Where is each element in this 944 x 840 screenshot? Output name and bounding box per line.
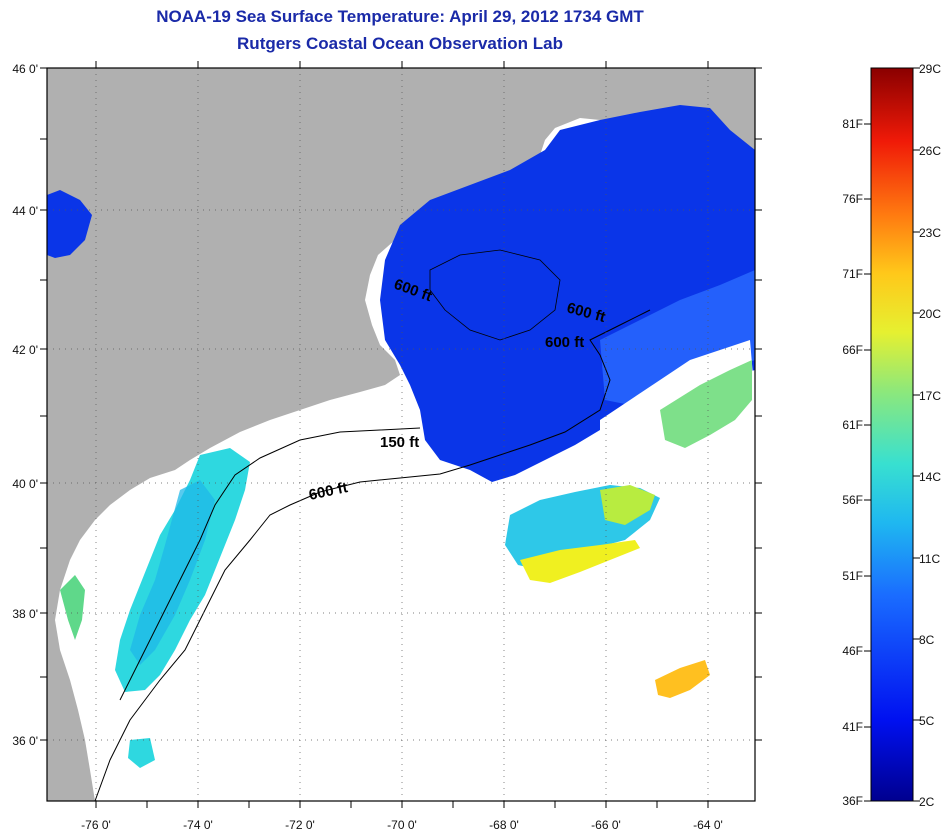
colorbar-f-label: 51F [842,569,863,583]
colorbar-c-label: 23C [919,226,941,240]
colorbar-c-label: 29C [919,62,941,76]
colorbar-f-label: 61F [842,418,863,432]
lon-label-74: -74 0' [183,818,213,832]
bathymetry-contour-gom [429,249,561,341]
lat-label-42: 42 0' [12,343,38,357]
lat-label-36: 36 0' [12,734,38,748]
sst-green-patch [660,360,752,448]
map-layers [47,68,755,801]
colorbar-f-label: 36F [842,794,863,808]
lat-label-44: 44 0' [12,204,38,218]
lon-label-66: -66 0' [591,818,621,832]
colorbar-c-label: 17C [919,389,941,403]
map-subtitle: Rutgers Coastal Ocean Observation Lab [237,34,563,53]
colorbar-f-label: 76F [842,192,863,206]
sst-warm-patch-4 [655,660,710,698]
map-title: NOAA-19 Sea Surface Temperature: April 2… [156,7,644,26]
colorbar-f-label: 66F [842,343,863,357]
colorbar-f-label: 46F [842,644,863,658]
lat-label-40: 40 0' [12,477,38,491]
sst-chesapeake [60,575,85,640]
colorbar-f-label: 71F [842,267,863,281]
lon-label-72: -72 0' [285,818,315,832]
colorbar-c-label: 2C [919,795,935,809]
lat-label-46: 46 0' [12,62,38,76]
bathymetry-contour-150 [119,427,421,701]
lon-label-70: -70 0' [387,818,417,832]
graticule [47,68,755,801]
colorbar-c-label: 5C [919,714,935,728]
sst-warm-patch-2 [600,485,655,525]
colorbar [870,67,914,802]
sst-small-patch [128,738,155,768]
colorbar-c-label: 14C [919,470,941,484]
contour-label-georges: 600 ft [545,334,584,351]
bathymetry-contour [94,309,651,801]
colorbar-c-label: 26C [919,144,941,158]
lon-label-76: -76 0' [81,818,111,832]
lat-label-38: 38 0' [12,607,38,621]
sst-cold-upper [47,190,92,258]
lon-label-64: -64 0' [693,818,723,832]
colorbar-f-label: 81F [842,117,863,131]
sst-shelf-inner [130,480,215,665]
land-mass [47,68,755,801]
contour-label-150: 150 ft [380,434,419,451]
colorbar-c-label: 20C [919,307,941,321]
colorbar-c-label: 8C [919,633,935,647]
sst-warm-patch-3 [520,540,640,583]
map-ticks [40,61,762,808]
lon-label-68: -68 0' [489,818,519,832]
colorbar-f-label: 56F [842,493,863,507]
map-border [46,67,756,802]
colorbar-ticks [864,67,920,802]
colorbar-c-label: 11C [919,552,940,566]
colorbar-f-label: 41F [842,720,863,734]
